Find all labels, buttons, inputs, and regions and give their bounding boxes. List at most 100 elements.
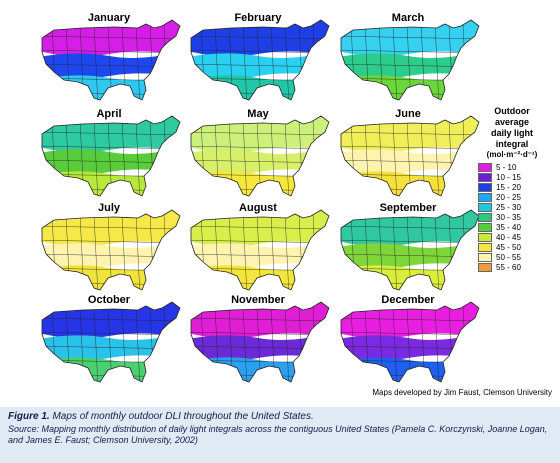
- middle-band: [341, 332, 479, 361]
- southern-band: [341, 354, 479, 382]
- legend-swatch: [478, 172, 492, 182]
- state-border: [191, 373, 329, 378]
- legend-swatch: [478, 222, 492, 232]
- legend-swatch: [478, 242, 492, 252]
- state-border: [341, 145, 479, 150]
- legend-item: 55 - 60: [478, 262, 554, 272]
- southern-band: [341, 168, 479, 196]
- legend-title-line: daily light: [490, 128, 533, 138]
- legend-label: 40 - 45: [496, 232, 521, 242]
- state-border: [341, 91, 479, 96]
- state-border: [191, 49, 329, 54]
- state-border: [341, 187, 479, 192]
- legend-item: 5 - 10: [478, 162, 554, 172]
- us-map-graphic: [340, 301, 480, 383]
- southern-band: [42, 168, 180, 196]
- us-map-graphic: [340, 19, 480, 101]
- map-title: May: [247, 108, 269, 120]
- map-november: November: [183, 294, 333, 390]
- caption-text: Maps of monthly outdoor DLI throughout t…: [52, 411, 314, 422]
- middle-band: [42, 240, 180, 269]
- state-border: [341, 35, 479, 40]
- map-title: November: [231, 294, 285, 306]
- southern-band: [42, 354, 180, 382]
- map-february: February: [183, 12, 333, 108]
- state-border: [341, 373, 479, 378]
- southern-band: [191, 168, 329, 196]
- us-map-graphic: [190, 209, 330, 291]
- map-april: April: [34, 108, 184, 204]
- state-border: [93, 119, 99, 196]
- state-border: [42, 373, 180, 378]
- state-border: [42, 49, 180, 54]
- map-january: January: [34, 12, 184, 108]
- state-border: [191, 145, 329, 150]
- map-title: July: [97, 202, 120, 214]
- middle-band: [341, 146, 479, 175]
- state-border: [191, 131, 329, 136]
- us-outline: [340, 115, 480, 197]
- state-border: [341, 331, 479, 336]
- us-map-graphic: [41, 301, 181, 383]
- legend-title-line: integral: [495, 139, 529, 149]
- credit-text: Maps developed by Jim Faust, Clemson Uni…: [372, 388, 552, 397]
- legend-units: (mol·m⁻²·d⁻¹): [486, 150, 538, 159]
- legend-swatch: [478, 252, 492, 262]
- us-outline: [340, 19, 480, 101]
- middle-band: [191, 146, 329, 175]
- state-border: [341, 281, 479, 286]
- state-border: [392, 23, 398, 100]
- state-border: [434, 305, 440, 382]
- legend-rows: 5 - 10 10 - 15 15 - 20 20 - 25 25 - 30 30 - 3…: [470, 162, 554, 272]
- state-border: [191, 91, 329, 96]
- legend-label: 5 - 10: [496, 162, 517, 172]
- southern-band: [191, 262, 329, 290]
- state-border: [42, 239, 180, 244]
- caption-box: Figure 1. Maps of monthly outdoor DLI th…: [0, 405, 560, 463]
- us-outline: [190, 209, 330, 291]
- state-border: [242, 305, 248, 382]
- us-map-graphic: [41, 209, 181, 291]
- state-border: [42, 91, 180, 96]
- southern-band: [341, 72, 479, 100]
- us-outline: [41, 19, 181, 101]
- legend-label: 20 - 25: [496, 192, 521, 202]
- map-july: July: [34, 202, 184, 298]
- state-border: [42, 187, 180, 192]
- us-outline: [41, 301, 181, 383]
- southern-band: [341, 262, 479, 290]
- state-border: [42, 131, 180, 136]
- state-border: [392, 213, 398, 290]
- map-title: February: [234, 12, 282, 24]
- southern-band: [191, 354, 329, 382]
- state-border: [242, 213, 248, 290]
- state-border: [242, 119, 248, 196]
- map-october: October: [34, 294, 184, 390]
- legend-item: 50 - 55: [478, 252, 554, 262]
- legend-label: 10 - 15: [496, 172, 521, 182]
- legend-label: 30 - 35: [496, 212, 521, 222]
- legend-label: 25 - 30: [496, 202, 521, 212]
- map-june: June: [333, 108, 483, 204]
- state-border: [284, 119, 290, 196]
- middle-band: [42, 332, 180, 361]
- middle-band: [341, 240, 479, 269]
- state-border: [42, 331, 180, 336]
- state-border: [341, 49, 479, 54]
- state-border: [191, 225, 329, 230]
- state-border: [191, 317, 329, 322]
- state-border: [93, 213, 99, 290]
- state-border: [191, 187, 329, 192]
- legend-title-line: Outdoor: [494, 106, 530, 116]
- middle-band: [191, 332, 329, 361]
- state-border: [434, 119, 440, 196]
- state-border: [341, 317, 479, 322]
- map-may: May: [183, 108, 333, 204]
- legend: Outdoor average daily light integral (mo…: [470, 106, 554, 272]
- us-map-graphic: [190, 19, 330, 101]
- caption-title: Figure 1. Maps of monthly outdoor DLI th…: [8, 411, 552, 422]
- state-border: [42, 281, 180, 286]
- state-border: [284, 305, 290, 382]
- us-outline: [190, 115, 330, 197]
- legend-label: 45 - 50: [496, 242, 521, 252]
